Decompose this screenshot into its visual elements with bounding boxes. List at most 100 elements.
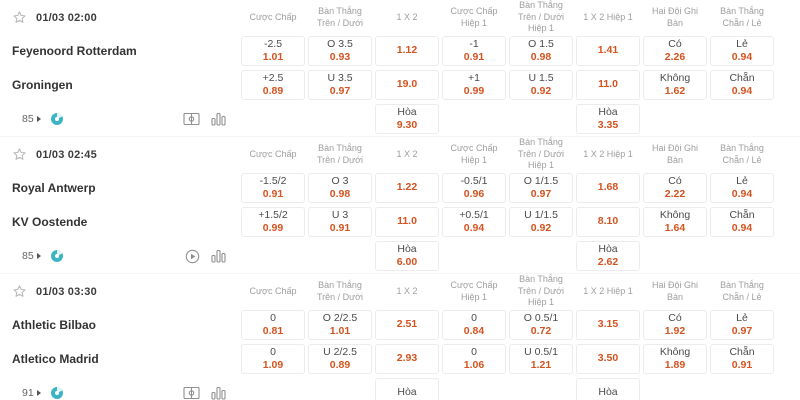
match-footer-row: 85 Hòa 9.30 Hòa 3.35 — [0, 102, 800, 136]
odds-cell-even-goals[interactable]: Chẵn 0.91 — [710, 344, 774, 374]
odds-cell-btts-no[interactable]: Không 1.62 — [643, 70, 707, 100]
match-block: 01/03 02:45 Cược Chấp Bàn Thắng Trên / D… — [0, 137, 800, 274]
odds-cell-draw-h1[interactable]: Hòa 2.62 — [576, 241, 640, 271]
odds-cell-away-win-h1[interactable]: 8.10 — [576, 207, 640, 237]
odds-cell-draw-h1[interactable]: Hòa 3.35 — [576, 104, 640, 134]
odds-cell-odd-goals[interactable]: Lẻ 0.94 — [710, 173, 774, 203]
odds-cell-under-h1[interactable]: U 1.5 0.92 — [509, 70, 573, 100]
expand-caret-icon[interactable] — [36, 253, 41, 259]
column-header-1x2-h1: 1 X 2 Hiệp 1 — [583, 285, 633, 296]
odds-cell-draw[interactable]: Hòa — [375, 378, 439, 400]
odds-cell-home-win[interactable]: 1.12 — [375, 36, 439, 66]
match-block: 01/03 03:30 Cược Chấp Bàn Thắng Trên / D… — [0, 274, 800, 400]
odds-cell-under-h1[interactable]: U 0.5/1 1.21 — [509, 344, 573, 374]
odds-cell-home-win[interactable]: 1.22 — [375, 173, 439, 203]
bar-chart-icon[interactable] — [211, 112, 226, 126]
odds-cell-handicap[interactable]: 0 1.09 — [241, 344, 305, 374]
odds-cell-away-win-h1[interactable]: 11.0 — [576, 70, 640, 100]
team-name: KV Oostende — [12, 215, 88, 229]
team-row: Groningen +2.5 0.89 U 3.5 0.97 19.0 +1 0.99… — [0, 68, 800, 102]
more-markets-count[interactable]: 85 — [22, 113, 34, 125]
odds-cell-over[interactable]: O 3 0.98 — [308, 173, 372, 203]
column-header-1x2-h1: 1 X 2 Hiệp 1 — [583, 11, 633, 22]
odds-cell-handicap[interactable]: -1.5/2 0.91 — [241, 173, 305, 203]
column-header-btts: Hai Đội Ghi Bàn — [651, 142, 698, 165]
odds-cell-away-win[interactable]: 2.93 — [375, 344, 439, 374]
column-header-1x2: 1 X 2 — [396, 11, 418, 22]
odds-cell-over-h1[interactable]: O 1.5 0.98 — [509, 36, 573, 66]
stats-pie-icon[interactable] — [50, 250, 63, 262]
column-header-odd-even: Bàn Thắng Chẵn / Lẻ — [720, 5, 764, 28]
odds-cell-away-win-h1[interactable]: 3.50 — [576, 344, 640, 374]
odds-cell-home-win[interactable]: 2.51 — [375, 310, 439, 340]
more-markets-count[interactable]: 85 — [22, 250, 34, 262]
favorite-star-icon[interactable] — [12, 147, 27, 162]
odds-cell-under[interactable]: U 3 0.91 — [308, 207, 372, 237]
match-datetime: 01/03 02:00 — [36, 11, 97, 24]
odds-cell-handicap-h1[interactable]: +0.5/1 0.94 — [442, 207, 506, 237]
column-header-handicap: Cược Chấp — [249, 148, 297, 159]
odds-cell-handicap[interactable]: -2.5 1.01 — [241, 36, 305, 66]
expand-caret-icon[interactable] — [36, 116, 41, 122]
column-header-handicap: Cược Chấp — [249, 285, 297, 296]
odds-cell-home-win-h1[interactable]: 3.15 — [576, 310, 640, 340]
match-header-row: 01/03 02:00 Cược Chấp Bàn Thắng Trên / D… — [0, 0, 800, 34]
team-row: Royal Antwerp -1.5/2 0.91 O 3 0.98 1.22 -0… — [0, 171, 800, 205]
stats-pie-icon[interactable] — [50, 387, 63, 399]
odds-cell-handicap-h1[interactable]: -1 0.91 — [442, 36, 506, 66]
live-play-icon[interactable] — [185, 249, 200, 264]
odds-cell-over[interactable]: O 2/2.5 1.01 — [308, 310, 372, 340]
match-block: 01/03 02:00 Cược Chấp Bàn Thắng Trên / D… — [0, 0, 800, 137]
odds-cell-even-goals[interactable]: Chẵn 0.94 — [710, 207, 774, 237]
odds-cell-handicap[interactable]: +2.5 0.89 — [241, 70, 305, 100]
match-datetime: 01/03 02:45 — [36, 148, 97, 161]
column-header-over-under-h1: Bàn Thắng Trên / Dưới Hiệp 1 — [517, 137, 565, 171]
favorite-star-icon[interactable] — [12, 284, 27, 299]
column-header-handicap: Cược Chấp — [249, 11, 297, 22]
odds-cell-away-win[interactable]: 19.0 — [375, 70, 439, 100]
odds-cell-under[interactable]: U 3.5 0.97 — [308, 70, 372, 100]
odds-cell-odd-goals[interactable]: Lẻ 0.94 — [710, 36, 774, 66]
bar-chart-icon[interactable] — [211, 249, 226, 263]
odds-cell-over-h1[interactable]: O 0.5/1 0.72 — [509, 310, 573, 340]
odds-cell-odd-goals[interactable]: Lẻ 0.97 — [710, 310, 774, 340]
match-datetime: 01/03 03:30 — [36, 285, 97, 298]
odds-cell-btts-yes[interactable]: Có 1.92 — [643, 310, 707, 340]
odds-cell-handicap-h1[interactable]: +1 0.99 — [442, 70, 506, 100]
favorite-star-icon[interactable] — [12, 10, 27, 25]
pitch-icon[interactable] — [183, 112, 200, 126]
odds-cell-away-win[interactable]: 11.0 — [375, 207, 439, 237]
odds-cell-draw[interactable]: Hòa 9.30 — [375, 104, 439, 134]
team-name: Royal Antwerp — [12, 181, 96, 195]
odds-cell-under-h1[interactable]: U 1/1.5 0.92 — [509, 207, 573, 237]
column-header-handicap-h1: Cược Chấp Hiệp 1 — [450, 279, 498, 302]
odds-cell-handicap-h1[interactable]: 0 0.84 — [442, 310, 506, 340]
odds-cell-over[interactable]: O 3.5 0.93 — [308, 36, 372, 66]
odds-cell-btts-no[interactable]: Không 1.89 — [643, 344, 707, 374]
odds-cell-btts-yes[interactable]: Có 2.22 — [643, 173, 707, 203]
odds-cell-handicap-h1[interactable]: -0.5/1 0.96 — [442, 173, 506, 203]
odds-cell-handicap[interactable]: +1.5/2 0.99 — [241, 207, 305, 237]
pitch-icon[interactable] — [183, 386, 200, 400]
team-name: Feyenoord Rotterdam — [12, 44, 137, 58]
odds-cell-btts-yes[interactable]: Có 2.26 — [643, 36, 707, 66]
odds-cell-draw[interactable]: Hòa 6.00 — [375, 241, 439, 271]
odds-cell-home-win-h1[interactable]: 1.68 — [576, 173, 640, 203]
odds-cell-home-win-h1[interactable]: 1.41 — [576, 36, 640, 66]
team-row: Atletico Madrid 0 1.09 U 2/2.5 0.89 2.93 0… — [0, 342, 800, 376]
odds-cell-btts-no[interactable]: Không 1.64 — [643, 207, 707, 237]
odds-cell-handicap[interactable]: 0 0.81 — [241, 310, 305, 340]
odds-cell-over-h1[interactable]: O 1/1.5 0.97 — [509, 173, 573, 203]
expand-caret-icon[interactable] — [36, 390, 41, 396]
odds-cell-draw-h1[interactable]: Hòa — [576, 378, 640, 400]
odds-cell-under[interactable]: U 2/2.5 0.89 — [308, 344, 372, 374]
column-header-over-under: Bàn Thắng Trên / Dưới — [316, 5, 364, 28]
odds-cell-handicap-h1[interactable]: 0 1.06 — [442, 344, 506, 374]
odds-cell-even-goals[interactable]: Chẵn 0.94 — [710, 70, 774, 100]
stats-pie-icon[interactable] — [50, 113, 63, 125]
more-markets-count[interactable]: 91 — [22, 387, 34, 399]
team-name: Athletic Bilbao — [12, 318, 97, 332]
bar-chart-icon[interactable] — [211, 386, 226, 400]
column-header-over-under-h1: Bàn Thắng Trên / Dưới Hiệp 1 — [517, 0, 565, 34]
